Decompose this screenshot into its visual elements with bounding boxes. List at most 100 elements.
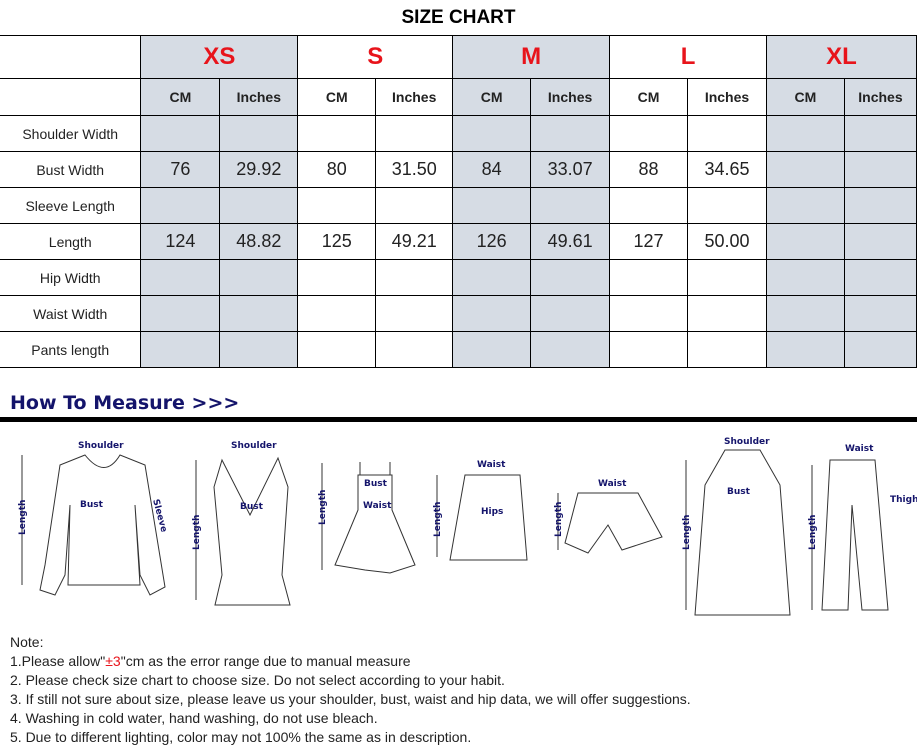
measurement-cell xyxy=(765,115,845,152)
measurement-cell xyxy=(843,295,917,332)
measurement-cell: 84 xyxy=(452,151,532,188)
measurement-cell xyxy=(140,115,221,152)
table-row: Length 124 48.82 125 49.21 126 49.61 127 50.00 xyxy=(0,223,917,260)
measurement-cell xyxy=(609,259,689,296)
row-label: Waist Width xyxy=(0,295,142,332)
measurement-cell xyxy=(530,115,611,152)
tolerance-value: ±3 xyxy=(105,653,121,669)
unit-header: CM xyxy=(765,78,845,116)
unit-header: CM xyxy=(140,78,221,116)
measurement-cell xyxy=(843,187,917,224)
hips-label: Hips xyxy=(481,507,503,517)
note-text: 1.Please allow" xyxy=(10,653,106,669)
measurement-cell xyxy=(765,151,845,188)
coat-illustration xyxy=(685,449,791,616)
length-label: Length xyxy=(808,515,818,550)
row-label: Pants length xyxy=(0,331,142,368)
measurement-cell: 49.21 xyxy=(375,223,454,260)
unit-header: CM xyxy=(452,78,532,116)
corner-cell xyxy=(0,78,142,116)
bust-label: Bust xyxy=(240,502,264,512)
measurement-cell xyxy=(765,223,845,260)
unit-header: CM xyxy=(297,78,377,116)
measurement-cell xyxy=(140,295,221,332)
measurement-cell xyxy=(140,187,221,224)
unit-header: Inches xyxy=(687,78,767,116)
unit-header: Inches xyxy=(530,78,611,116)
unit-header-row: CM Inches CM Inches CM Inches CM Inches CM Inches xyxy=(0,78,917,116)
measurement-cell xyxy=(297,187,377,224)
shorts-illustration xyxy=(557,492,663,554)
unit-header: Inches xyxy=(843,78,917,116)
size-m-header: M xyxy=(452,35,611,79)
length-label: Length xyxy=(554,502,564,537)
table-row: Waist Width xyxy=(0,295,917,332)
measurement-cell: 34.65 xyxy=(687,151,767,188)
measurement-cell xyxy=(687,187,767,224)
bust-label: Bust xyxy=(364,479,388,489)
measurement-cell: 48.82 xyxy=(219,223,299,260)
measurement-cell xyxy=(297,115,377,152)
dress-illustration xyxy=(321,462,416,574)
measurement-cell xyxy=(843,331,917,368)
measurement-cell xyxy=(140,259,221,296)
measurement-cell xyxy=(609,187,689,224)
size-chart-table: XS S M L XL CM Inches CM Inches CM Inches CM Inches C… xyxy=(0,35,917,368)
blouse-illustration xyxy=(21,454,166,596)
measurement-cell xyxy=(687,259,767,296)
measurement-cell xyxy=(452,187,532,224)
measurement-cell: 125 xyxy=(297,223,377,260)
skirt-illustration xyxy=(436,474,528,561)
measurement-cell xyxy=(297,295,377,332)
measurement-cell xyxy=(297,331,377,368)
size-s-header: S xyxy=(297,35,454,79)
measurement-cell xyxy=(687,331,767,368)
row-label: Shoulder Width xyxy=(0,115,142,152)
row-label: Hip Width xyxy=(0,259,142,296)
measurement-cell xyxy=(530,295,611,332)
measurement-cell xyxy=(375,331,454,368)
measurement-cell: 80 xyxy=(297,151,377,188)
measurement-cell: 124 xyxy=(140,223,221,260)
notes-heading: Note: xyxy=(10,634,44,650)
table-row: Shoulder Width xyxy=(0,115,917,152)
measurement-cell: 126 xyxy=(452,223,532,260)
page-title: SIZE CHART xyxy=(401,7,516,28)
measurement-cell xyxy=(219,295,299,332)
note-2: 2. Please check size chart to choose siz… xyxy=(10,672,505,688)
measurement-cell xyxy=(375,115,454,152)
table-row: Pants length xyxy=(0,331,917,368)
tank-illustration xyxy=(195,456,291,606)
corner-cell xyxy=(0,35,142,79)
waist-label: Waist xyxy=(477,460,506,470)
size-xs-header: XS xyxy=(140,35,299,79)
measurement-cell xyxy=(297,259,377,296)
measurement-cell xyxy=(452,259,532,296)
size-l-header: L xyxy=(609,35,767,79)
shoulder-label: Shoulder xyxy=(78,441,124,451)
size-xl-header: XL xyxy=(765,35,917,79)
length-label: Length xyxy=(433,502,443,537)
measurement-cell xyxy=(765,295,845,332)
pants-illustration xyxy=(811,459,889,611)
measurement-cell xyxy=(375,187,454,224)
thigh-label: Thigh xyxy=(890,495,917,505)
measurement-cell xyxy=(609,115,689,152)
how-to-measure-heading: How To Measure >>> xyxy=(10,392,240,414)
measurement-cell xyxy=(219,259,299,296)
measurement-cell xyxy=(452,331,532,368)
measurement-cell xyxy=(843,223,917,260)
measurement-cell xyxy=(843,115,917,152)
table-row: Hip Width xyxy=(0,259,917,296)
measurement-cell: 31.50 xyxy=(375,151,454,188)
measurement-cell xyxy=(765,259,845,296)
measurement-cell xyxy=(609,295,689,332)
waist-label: Waist xyxy=(598,479,627,489)
table-row: Bust Width 76 29.92 80 31.50 84 33.07 88 34.65 xyxy=(0,151,917,188)
measurement-cell xyxy=(375,259,454,296)
measurement-cell xyxy=(843,151,917,188)
measurement-cell: 33.07 xyxy=(530,151,611,188)
measurement-cell xyxy=(452,295,532,332)
measurement-cell xyxy=(843,259,917,296)
waist-label: Waist xyxy=(845,444,874,454)
